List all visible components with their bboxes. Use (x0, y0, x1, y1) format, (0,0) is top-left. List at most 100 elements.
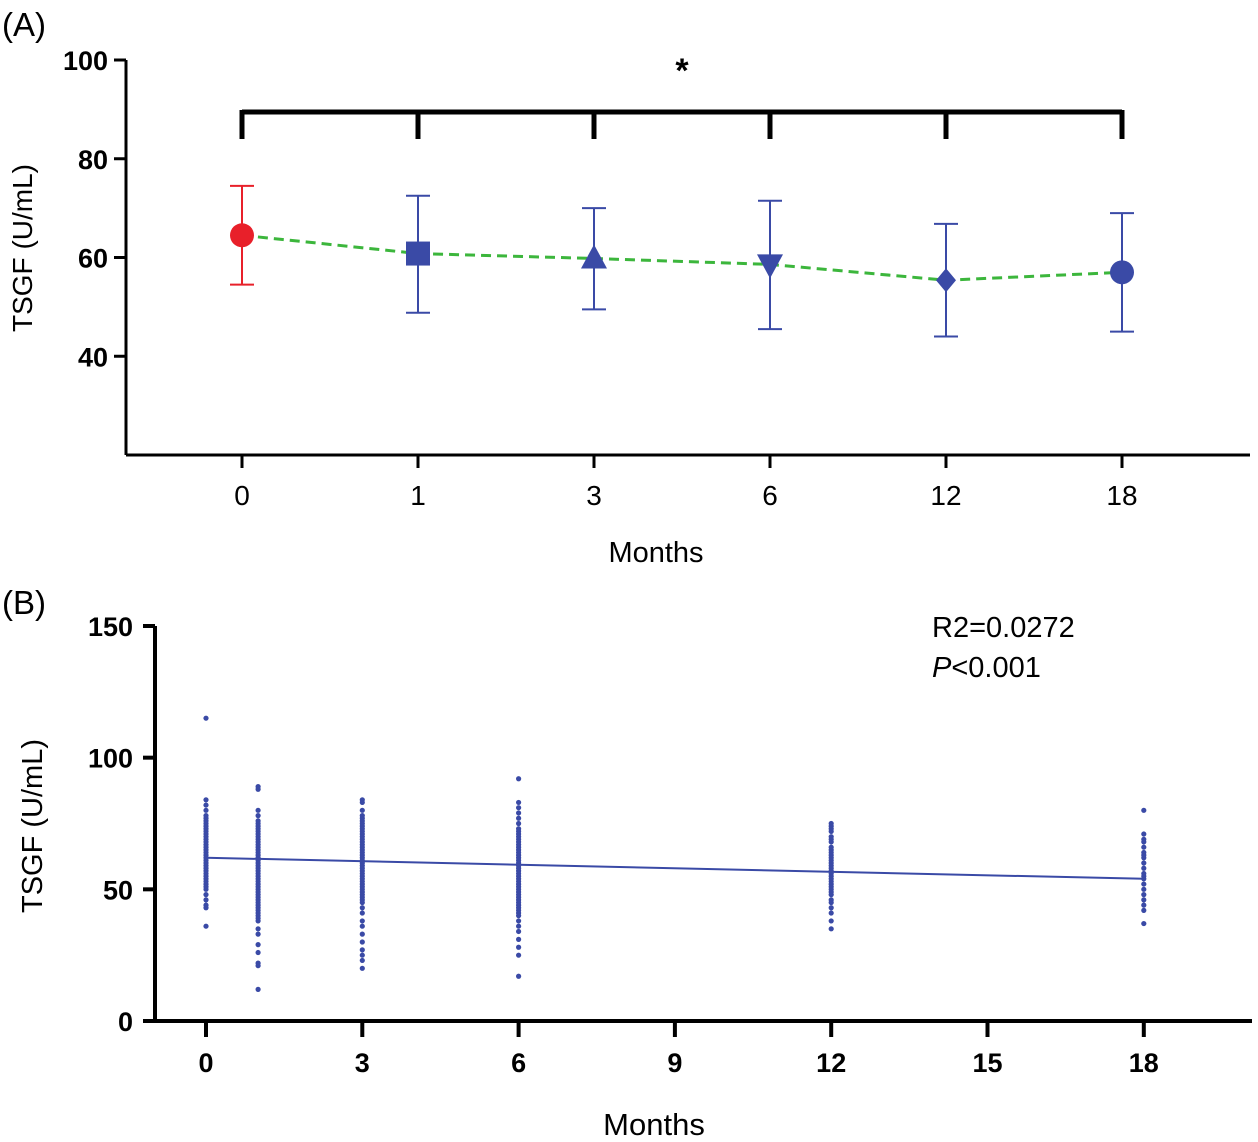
scatter-point (1141, 860, 1147, 866)
scatter-point (516, 776, 522, 782)
scatter-point (828, 905, 834, 911)
trend-line-path (241, 233, 1123, 282)
panel-b-y-tick-label: 150 (88, 612, 133, 642)
scatter-point (359, 947, 365, 953)
scatter-point (203, 807, 209, 813)
significance-bracket: * (239, 52, 1125, 139)
marker-square (406, 241, 430, 266)
scatter-point (255, 807, 261, 813)
panel-b-x-tick-label: 12 (816, 1048, 846, 1078)
panel-a-y-tick-label: 60 (78, 244, 108, 274)
scatter-point (203, 802, 209, 808)
panel-a-x-tick-label: 0 (234, 480, 250, 511)
scatter-point (516, 913, 522, 919)
panel-a: (A) TSGF (U/mL) Months 40 60 80 100 0 1 3 6 12 18… (2, 6, 1250, 569)
scatter-point (255, 926, 261, 932)
panel-a-y-tick-label: 80 (78, 145, 108, 175)
marker-triangle-down (757, 254, 783, 279)
scatter-point (1141, 831, 1147, 837)
scatter-point (516, 799, 522, 806)
scatter-point (255, 931, 261, 937)
panel-a-x-tick-label: 6 (762, 480, 778, 511)
scatter-point (1141, 807, 1147, 813)
panel-b-x-tick-label: 0 (198, 1048, 213, 1078)
regression-line (205, 856, 1144, 880)
panel-a-axes: 40 60 80 100 0 1 3 6 12 18 (63, 46, 1250, 511)
scatter-point (359, 931, 365, 937)
marker-circle (230, 223, 254, 248)
data-markers (230, 223, 1134, 293)
scatter-point (828, 828, 834, 835)
significance-star: * (675, 52, 689, 90)
scatter-point (828, 918, 834, 924)
panel-b: (B) TSGF (U/mL) Months R2=0.0272 P<0.001… (2, 584, 1252, 1142)
panel-b-x-axis-label: Months (603, 1107, 705, 1142)
panel-b-label: (B) (2, 584, 46, 621)
panel-a-x-tick-label: 1 (410, 480, 426, 511)
scatter-point (516, 923, 522, 929)
scatter-point (255, 986, 261, 993)
panel-b-y-tick-label: 50 (103, 875, 133, 905)
scatter-point (1141, 881, 1147, 887)
scatter-point (1141, 897, 1147, 903)
marker-triangle-up (581, 244, 607, 269)
scatter-point (359, 899, 365, 906)
scatter-point (516, 952, 522, 958)
scatter-point (516, 820, 522, 827)
scatter-point (255, 786, 261, 792)
panel-b-x-tick-label: 6 (511, 1048, 526, 1078)
scatter-point (359, 799, 365, 806)
scatter-point (516, 815, 522, 821)
scatter-point (1141, 876, 1147, 882)
panel-b-y-tick-label: 100 (88, 744, 133, 774)
scatter-point (516, 944, 522, 950)
scatter-point (828, 926, 834, 932)
regression-line-path (205, 856, 1144, 880)
scatter-point (203, 797, 209, 803)
scatter-point (1141, 855, 1147, 861)
marker-circle (1110, 260, 1134, 285)
scatter-point (359, 923, 365, 929)
panel-b-y-tick-label: 0 (118, 1007, 133, 1037)
scatter-point (203, 905, 209, 911)
scatter-point (1141, 844, 1147, 850)
panel-a-x-axis-label: Months (608, 537, 703, 569)
p-value-rest: <0.001 (951, 652, 1041, 684)
scatter-point (255, 942, 261, 948)
panel-b-x-tick-label: 18 (1129, 1048, 1159, 1078)
panel-a-x-tick-label: 3 (586, 480, 602, 511)
panel-b-axes: 0 50 100 150 0 3 6 9 12 15 18 (88, 612, 1252, 1078)
scatter-point (1141, 839, 1147, 845)
scatter-point (516, 928, 522, 935)
scatter-point (1141, 902, 1147, 908)
scatter-point (203, 715, 209, 721)
scatter-point (828, 899, 834, 906)
scatter-point (516, 918, 522, 924)
scatter-point (828, 910, 834, 916)
scatter-point (255, 918, 261, 924)
scatter-point (203, 923, 209, 929)
panel-a-x-tick-label: 18 (1106, 480, 1137, 511)
scatter-point (255, 963, 261, 969)
panel-a-y-tick-label: 40 (78, 342, 108, 372)
scatter-point (203, 897, 209, 903)
scatter-point (203, 892, 209, 898)
panel-a-y-tick-label: 100 (63, 46, 108, 76)
scatter-point (1141, 907, 1147, 914)
p-value-annotation: P<0.001 (932, 652, 1041, 684)
scatter-point (1141, 886, 1147, 892)
scatter-point (359, 910, 365, 916)
scatter-point (516, 805, 522, 811)
scatter-point (1141, 920, 1147, 927)
scatter-point (359, 957, 365, 964)
scatter-point (1141, 865, 1147, 871)
scatter-point (828, 892, 834, 898)
panel-a-x-tick-label: 12 (930, 480, 961, 511)
r2-annotation: R2=0.0272 (932, 612, 1075, 644)
panel-b-x-tick-label: 3 (355, 1048, 370, 1078)
scatter-point (359, 807, 365, 813)
panel-a-label: (A) (2, 6, 46, 43)
scatter-point (255, 813, 261, 819)
scatter-point (359, 905, 365, 911)
